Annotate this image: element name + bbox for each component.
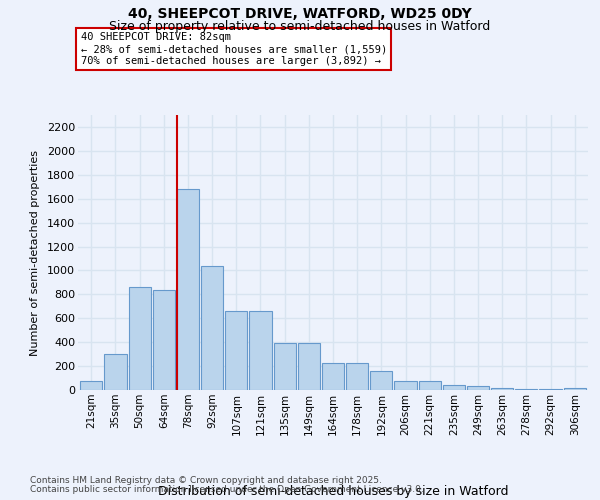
Text: Size of property relative to semi-detached houses in Watford: Size of property relative to semi-detach… xyxy=(109,20,491,33)
Bar xyxy=(419,381,441,390)
Bar xyxy=(370,372,392,390)
Bar xyxy=(152,290,175,390)
Bar xyxy=(467,386,489,390)
Bar xyxy=(539,389,562,390)
Bar xyxy=(394,381,416,390)
Bar xyxy=(322,362,344,390)
Bar xyxy=(491,388,514,390)
Bar xyxy=(104,354,127,390)
X-axis label: Distribution of semi-detached houses by size in Watford: Distribution of semi-detached houses by … xyxy=(158,485,508,498)
Bar xyxy=(128,287,151,390)
Text: 40 SHEEPCOT DRIVE: 82sqm
← 28% of semi-detached houses are smaller (1,559)
70% o: 40 SHEEPCOT DRIVE: 82sqm ← 28% of semi-d… xyxy=(80,32,387,66)
Text: Contains HM Land Registry data © Crown copyright and database right 2025.: Contains HM Land Registry data © Crown c… xyxy=(30,476,382,485)
Bar xyxy=(563,388,586,390)
Text: 40, SHEEPCOT DRIVE, WATFORD, WD25 0DY: 40, SHEEPCOT DRIVE, WATFORD, WD25 0DY xyxy=(128,8,472,22)
Text: Contains public sector information licensed under the Open Government Licence v3: Contains public sector information licen… xyxy=(30,485,424,494)
Bar xyxy=(274,344,296,390)
Bar xyxy=(225,311,247,390)
Bar xyxy=(443,385,465,390)
Bar xyxy=(201,266,223,390)
Bar xyxy=(298,344,320,390)
Bar xyxy=(346,362,368,390)
Bar xyxy=(250,311,272,390)
Bar xyxy=(177,189,199,390)
Bar xyxy=(80,381,103,390)
Y-axis label: Number of semi-detached properties: Number of semi-detached properties xyxy=(30,150,40,356)
Bar xyxy=(515,389,538,390)
